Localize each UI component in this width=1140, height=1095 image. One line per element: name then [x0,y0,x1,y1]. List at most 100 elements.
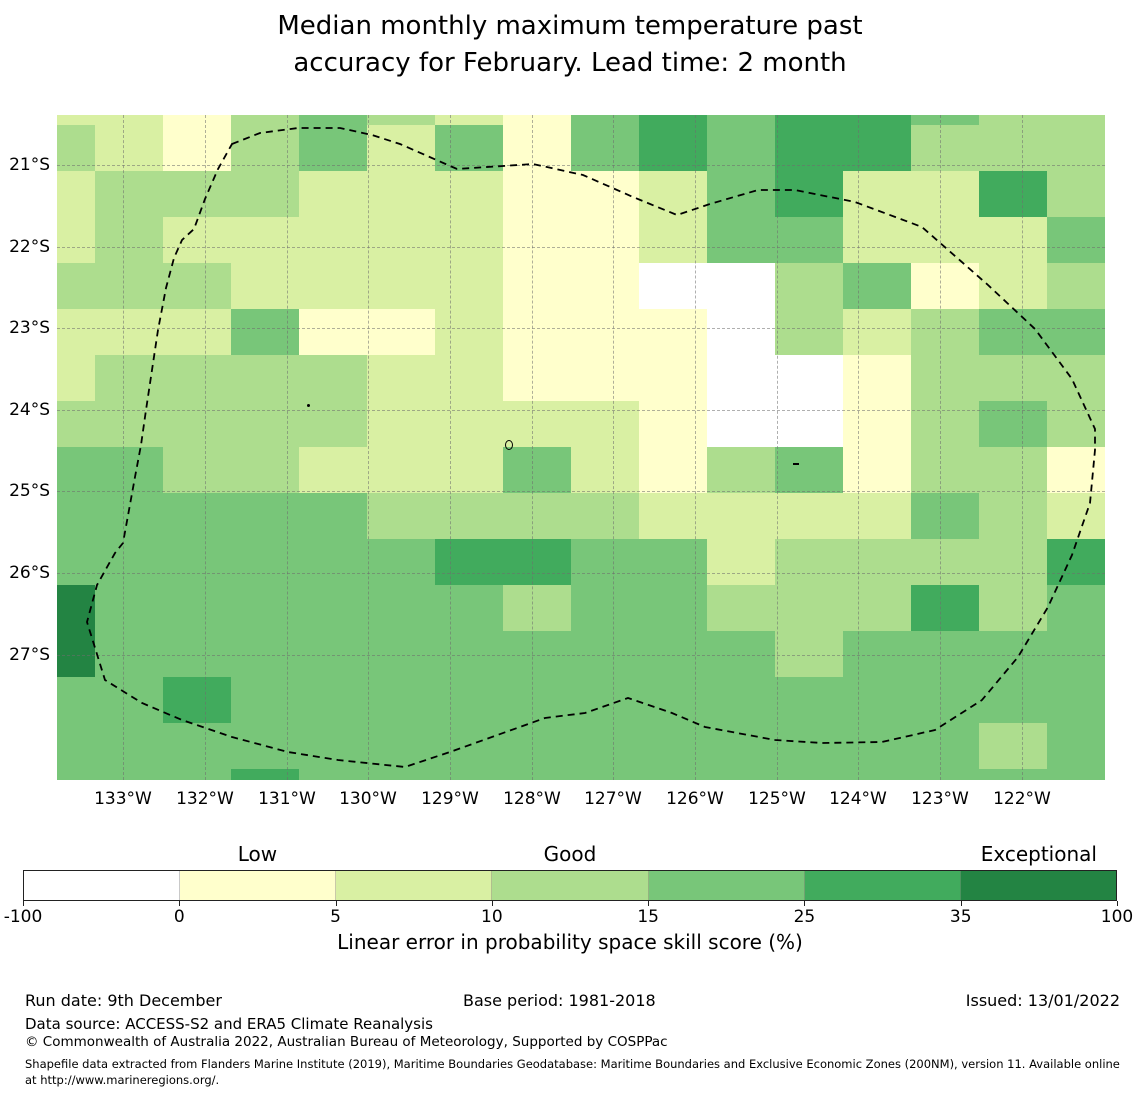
heatmap-cell [367,263,435,309]
heatmap-cell [707,677,775,723]
heatmap-cell [775,171,843,217]
heatmap-cell [163,447,231,493]
heatmap-cell [707,217,775,263]
heatmap-cell [57,263,95,309]
heatmap-cell [367,769,435,780]
heatmap-cell [95,631,163,677]
heatmap-cell [57,125,95,171]
heatmap-cell [911,171,979,217]
heatmap-cell [367,677,435,723]
heatmap-cell [163,585,231,631]
heatmap-cell [571,309,639,355]
heatmap-cell [843,401,911,447]
heatmap-cell [95,309,163,355]
heatmap-cell [163,401,231,447]
lon-tick-label: 124°W [829,789,887,809]
heatmap-cell [979,631,1047,677]
heatmap-cell [95,171,163,217]
heatmap-cell [1047,217,1105,263]
heatmap-cell [57,539,95,585]
heatmap-cell [503,125,571,171]
gridline-vertical [695,115,696,780]
heatmap-cell [435,125,503,171]
heatmap-cell [1047,769,1105,780]
island-mark [505,440,513,450]
heatmap-cell [979,355,1047,401]
lon-tick-label: 133°W [94,789,152,809]
heatmap-cell [911,493,979,539]
gridline-vertical [858,115,859,780]
colorbar-segment [804,871,961,900]
heatmap-cell [775,217,843,263]
heatmap-cell [1047,539,1105,585]
heatmap-cell [435,539,503,585]
heatmap-cell [367,447,435,493]
heatmap-cell [57,401,95,447]
heatmap-cell [503,585,571,631]
lat-tick-label: 24°S [9,400,50,420]
heatmap-cell [503,539,571,585]
heatmap-cell [57,631,95,677]
colorbar-tick [179,901,181,906]
heatmap-cell [367,309,435,355]
heatmap-cell [571,723,639,769]
heatmap-cell [503,769,571,780]
heatmap-cell [1047,263,1105,309]
lon-tick-label: 122°W [993,789,1051,809]
heatmap-cell [1047,309,1105,355]
heatmap-cell [707,769,775,780]
heatmap-cell [1047,723,1105,769]
heatmap-cell [979,447,1047,493]
heatmap-cell [707,171,775,217]
heatmap-cell [367,539,435,585]
heatmap-cell [775,309,843,355]
gridline-vertical [368,115,369,780]
colorbar-segment [492,871,649,900]
heatmap-cell [571,539,639,585]
heatmap-cell [299,401,367,447]
chart-title-line1: Median monthly maximum temperature past [277,11,863,41]
heatmap-cell [95,723,163,769]
colorbar-tick-label: 0 [173,907,185,927]
heatmap-cell [299,539,367,585]
heatmap-cell [775,263,843,309]
heatmap-cell [707,125,775,171]
heatmap-cell [979,217,1047,263]
heatmap-cell [571,631,639,677]
heatmap-cell [775,539,843,585]
lat-tick-label: 26°S [9,563,50,583]
heatmap-cell [367,355,435,401]
heatmap-cell [979,171,1047,217]
gridline-horizontal [57,410,1105,411]
heatmap-cell [911,631,979,677]
heatmap-cell [299,125,367,171]
heatmap-cell [299,171,367,217]
gridline-vertical [613,115,614,780]
heatmap-cell [503,171,571,217]
heatmap-cell [775,125,843,171]
gridline-horizontal [57,491,1105,492]
heatmap-cell [435,447,503,493]
heatmap-cell [571,401,639,447]
heatmap-cell [911,723,979,769]
lon-tick-label: 125°W [748,789,806,809]
heatmap-cell [571,493,639,539]
heatmap-cell [503,263,571,309]
heatmap-cell [843,309,911,355]
heatmap-cell [163,125,231,171]
heatmap-cell [435,585,503,631]
heatmap-cell [843,447,911,493]
heatmap-cell [843,263,911,309]
heatmap-cell [435,355,503,401]
lat-tick-label: 25°S [9,481,50,501]
gridline-vertical [1022,115,1023,780]
gridline-horizontal [57,655,1105,656]
heatmap-cell [163,355,231,401]
gridline-vertical [205,115,206,780]
heatmap-cell [299,677,367,723]
heatmap-cell [57,447,95,493]
heatmap-cell [503,355,571,401]
heatmap-cell [435,263,503,309]
colorbar-segment [648,871,805,900]
